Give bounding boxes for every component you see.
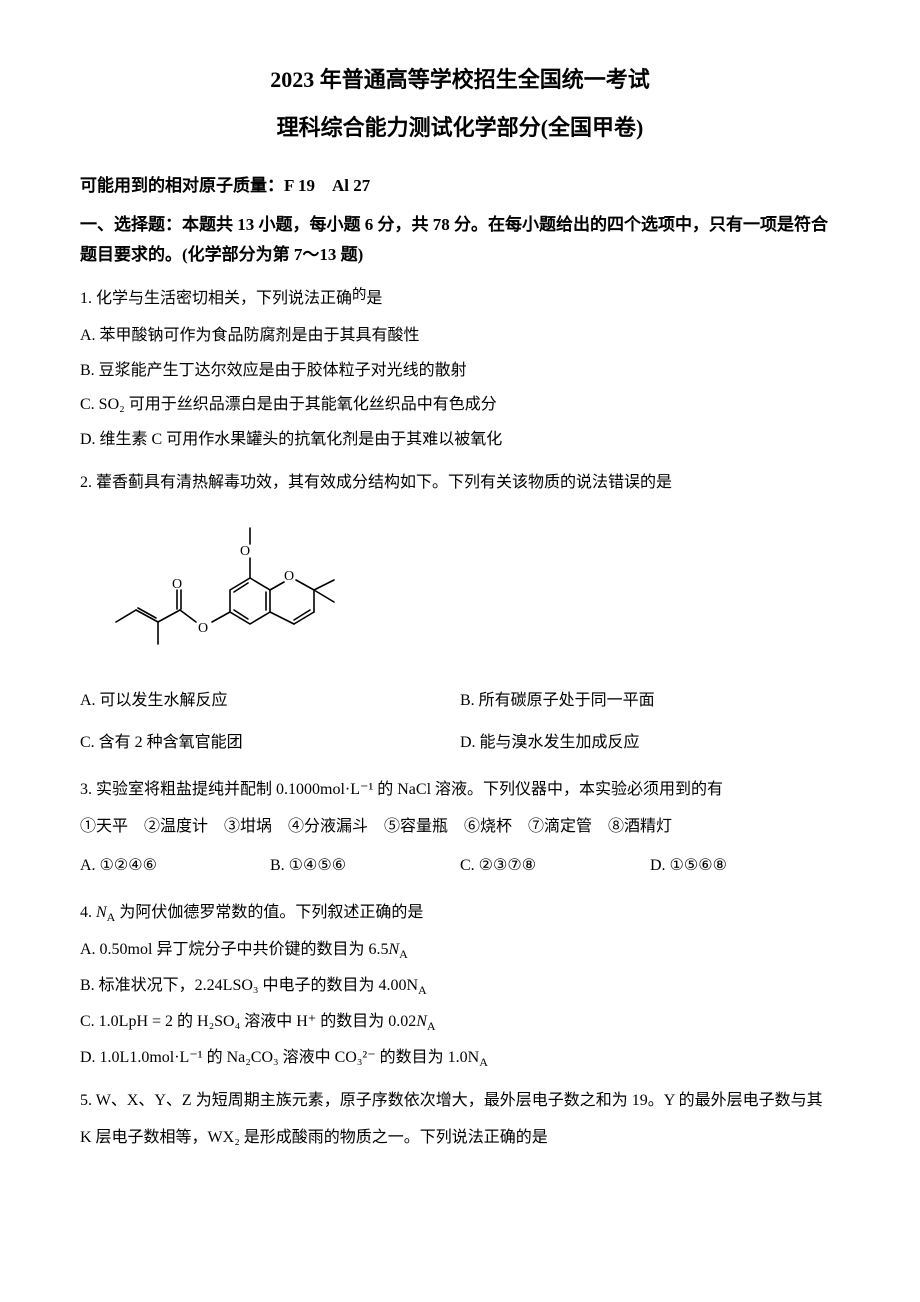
q1-option-b: B. 豆浆能产生丁达尔效应是由于胶体粒子对光线的散射 xyxy=(80,357,840,386)
q2-options-row1: A. 可以发生水解反应 B. 所有碳原子处于同一平面 xyxy=(80,683,840,720)
q3-option-a: A. ①②④⑥ xyxy=(80,852,270,881)
svg-text:O: O xyxy=(198,621,208,636)
q1-stem: 1. 化学与生活密切相关，下列说法正确的是 xyxy=(80,285,840,314)
q1-option-a: A. 苯甲酸钠可作为食品防腐剂是由于其具有酸性 xyxy=(80,322,840,351)
q4-b-sub: A xyxy=(418,983,427,997)
q5-stem-line1: 5. W、X、Y、Z 为短周期主族元素，原子序数依次增大，最外层电子数之和为 1… xyxy=(80,1087,840,1116)
q4-d-prefix: D. 1.0L1.0mol·L⁻¹ 的 Na₂CO₃ 溶液中 CO₃²⁻ 的数目… xyxy=(80,1049,479,1066)
q1-stem-suffix: 是 xyxy=(366,290,382,307)
svg-text:O: O xyxy=(172,577,182,592)
q4-a-var: N xyxy=(388,941,399,958)
q4-stem-var: N xyxy=(96,904,107,921)
q4-c-var: N xyxy=(416,1013,427,1030)
q4-a-prefix: A. 0.50mol 异丁烷分子中共价键的数目为 6.5 xyxy=(80,941,388,958)
q4-b-prefix: B. 标准状况下，2.24LSO₃ 中电子的数目为 4.00N xyxy=(80,977,418,994)
q4-option-d: D. 1.0L1.0mol·L⁻¹ 的 Na₂CO₃ 溶液中 CO₃²⁻ 的数目… xyxy=(80,1044,840,1074)
q1-stem-prefix: 1. 化学与生活密切相关，下列说法正确 xyxy=(80,290,352,307)
q4-d-sub: A xyxy=(479,1055,488,1069)
q4-c-sub: A xyxy=(427,1019,436,1033)
q3-items: ①天平 ②温度计 ③坩埚 ④分液漏斗 ⑤容量瓶 ⑥烧杯 ⑦滴定管 ⑧酒精灯 xyxy=(80,813,840,842)
q2-option-d: D. 能与溴水发生加成反应 xyxy=(460,729,840,758)
q2-option-c: C. 含有 2 种含氧官能团 xyxy=(80,729,460,758)
q2-stem: 2. 藿香蓟具有清热解毒功效，其有效成分结构如下。下列有关该物质的说法错误的是 xyxy=(80,469,840,498)
atomic-mass-note: 可能用到的相对原子质量：F 19 Al 27 xyxy=(80,171,840,202)
q1-option-d: D. 维生素 C 可用作水果罐头的抗氧化剂是由于其难以被氧化 xyxy=(80,426,840,455)
q3-option-d: D. ①⑤⑥⑧ xyxy=(650,852,840,881)
q3-option-c: C. ②③⑦⑧ xyxy=(460,852,650,881)
q4-option-c: C. 1.0LpH = 2 的 H₂SO₄ 溶液中 H⁺ 的数目为 0.02NA xyxy=(80,1008,840,1038)
q2-option-b: B. 所有碳原子处于同一平面 xyxy=(460,687,840,716)
q4-stem: 4. NA 为阿伏伽德罗常数的值。下列叙述正确的是 xyxy=(80,899,840,929)
q3-option-b: B. ①④⑤⑥ xyxy=(270,852,460,881)
section-instruction: 一、选择题：本题共 13 小题，每小题 6 分，共 78 分。在每小题给出的四个… xyxy=(80,210,840,271)
q4-a-sub: A xyxy=(399,948,408,962)
q1-option-c: C. SO₂ 可用于丝织品漂白是由于其能氧化丝织品中有色成分 xyxy=(80,391,840,420)
q5-stem-line2: K 层电子数相等，WX₂ 是形成酸雨的物质之一。下列说法正确的是 xyxy=(80,1124,840,1153)
q3-stem: 3. 实验室将粗盐提纯并配制 0.1000mol·L⁻¹ 的 NaCl 溶液。下… xyxy=(80,776,840,805)
q2-options-row2: C. 含有 2 种含氧官能团 D. 能与溴水发生加成反应 xyxy=(80,725,840,762)
q2-option-a: A. 可以发生水解反应 xyxy=(80,687,460,716)
q3-options-row: A. ①②④⑥ B. ①④⑤⑥ C. ②③⑦⑧ D. ①⑤⑥⑧ xyxy=(80,848,840,885)
q4-stem-prefix: 4. xyxy=(80,904,96,921)
q4-option-b: B. 标准状况下，2.24LSO₃ 中电子的数目为 4.00NA xyxy=(80,972,840,1002)
exam-title-line2: 理科综合能力测试化学部分(全国甲卷) xyxy=(80,108,840,148)
exam-title-line1: 2023 年普通高等学校招生全国统一考试 xyxy=(80,60,840,100)
svg-text:O: O xyxy=(284,569,294,584)
svg-text:O: O xyxy=(240,544,250,559)
q1-stem-small: 的 xyxy=(352,287,366,303)
q4-c-prefix: C. 1.0LpH = 2 的 H₂SO₄ 溶液中 H⁺ 的数目为 0.02 xyxy=(80,1013,416,1030)
q4-option-a: A. 0.50mol 异丁烷分子中共价键的数目为 6.5NA xyxy=(80,936,840,966)
chemical-structure-svg: O O O O xyxy=(80,510,360,660)
q2-structure-diagram: O O O O xyxy=(80,510,840,671)
q4-stem-suffix: 为阿伏伽德罗常数的值。下列叙述正确的是 xyxy=(115,904,423,921)
